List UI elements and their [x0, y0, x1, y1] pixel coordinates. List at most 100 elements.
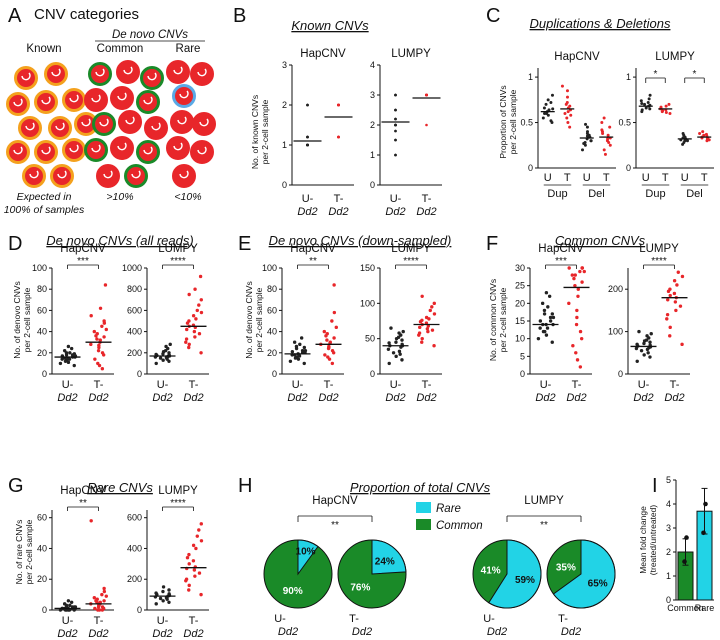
- data-point: [187, 588, 191, 592]
- data-point: [674, 308, 678, 313]
- data-point: [668, 293, 672, 298]
- data-point: [103, 283, 108, 287]
- group-label: T-: [324, 379, 334, 391]
- data-point: [167, 600, 171, 605]
- legend-label-rare: Rare: [436, 503, 461, 515]
- data-point: [685, 139, 689, 143]
- pie-label-rare: 10%: [296, 547, 316, 558]
- known-cell: [6, 140, 30, 164]
- data-point: [295, 355, 299, 359]
- group-label-strain: Dd2: [352, 626, 372, 638]
- data-point: [548, 315, 553, 320]
- data-point: [547, 108, 551, 112]
- data-point: [582, 269, 586, 274]
- group-label: U-: [62, 615, 74, 627]
- data-point: [567, 301, 571, 306]
- data-point: [193, 574, 197, 578]
- data-point: [199, 522, 203, 526]
- data-point: [582, 141, 586, 145]
- common-cell-nucleus: [143, 96, 153, 105]
- known-cell: [44, 62, 68, 86]
- data-point: [89, 519, 93, 523]
- data-point: [192, 329, 197, 334]
- data-point: [187, 552, 191, 557]
- y-tick-label: 1: [370, 150, 375, 160]
- group-label: T-: [670, 379, 680, 391]
- data-point: [96, 348, 101, 353]
- sig-stars: ****: [170, 256, 186, 267]
- data-point: [684, 535, 689, 540]
- data-point: [198, 274, 203, 279]
- data-point: [337, 135, 340, 139]
- data-point: [386, 347, 391, 351]
- group-label-strain: Dd2: [664, 392, 684, 404]
- data-point: [330, 361, 335, 366]
- group-label: T-: [572, 379, 582, 391]
- data-point: [417, 331, 422, 335]
- common-cell: [136, 140, 160, 164]
- data-point: [394, 129, 397, 133]
- data-point: [197, 571, 202, 575]
- subplot-label-hapcnv: HapCNV: [554, 51, 600, 63]
- rare-cell-nucleus: [177, 116, 187, 125]
- known-cell: [62, 88, 86, 112]
- common-cell-nucleus: [95, 68, 105, 77]
- data-point: [672, 279, 677, 283]
- data-point: [647, 97, 651, 101]
- group-label: T-: [189, 615, 199, 627]
- rare-cell: [170, 110, 194, 134]
- group-label: U-: [540, 379, 552, 391]
- group-label: U-: [292, 379, 304, 391]
- data-point: [93, 357, 97, 361]
- y-tick-label: 4: [666, 499, 671, 509]
- data-point: [642, 353, 646, 357]
- data-point: [154, 591, 158, 595]
- rare-cell: [166, 60, 190, 84]
- y-tick-label: 400: [127, 327, 142, 337]
- panel-i-ylabel: Mean fold change (treated/untreated): [638, 505, 658, 576]
- data-point: [387, 341, 391, 345]
- data-point: [163, 348, 168, 353]
- pie-label-common: 76%: [350, 582, 370, 593]
- data-point: [96, 361, 100, 366]
- data-point: [199, 351, 203, 355]
- subplot-label-hapcnv: HapCNV: [538, 243, 584, 255]
- rare-cell: [172, 84, 196, 108]
- data-point: [573, 283, 577, 288]
- panel-letter-c: C: [486, 5, 500, 27]
- y-tick-label: 20: [37, 348, 47, 358]
- data-point: [649, 332, 653, 336]
- data-point: [102, 335, 106, 339]
- data-point: [701, 130, 705, 134]
- subplot-label-lumpy: LUMPY: [158, 243, 198, 255]
- data-point: [536, 336, 541, 341]
- data-point: [306, 103, 309, 107]
- y-tick-label: 400: [127, 543, 142, 553]
- y-tick-label: 100: [32, 263, 47, 273]
- group-label: U-: [157, 615, 169, 627]
- subplot-label-lumpy: LUMPY: [639, 243, 679, 255]
- category-label: T: [564, 172, 571, 184]
- data-point: [678, 304, 683, 308]
- y-tick-label: 5: [666, 475, 671, 485]
- data-point: [187, 319, 191, 323]
- group-label: U-: [62, 379, 74, 391]
- data-point: [608, 143, 612, 147]
- data-point: [640, 101, 644, 105]
- data-point: [664, 111, 668, 115]
- y-axis-label: per 2-cell sample: [508, 89, 518, 154]
- data-point: [326, 355, 330, 359]
- data-point: [606, 137, 610, 141]
- sig-stars: **: [309, 256, 317, 267]
- data-point: [432, 301, 436, 306]
- group-label: Del: [588, 188, 605, 200]
- known-cell: [48, 116, 72, 140]
- data-point: [394, 93, 397, 97]
- panel-letter-i: I: [652, 475, 658, 497]
